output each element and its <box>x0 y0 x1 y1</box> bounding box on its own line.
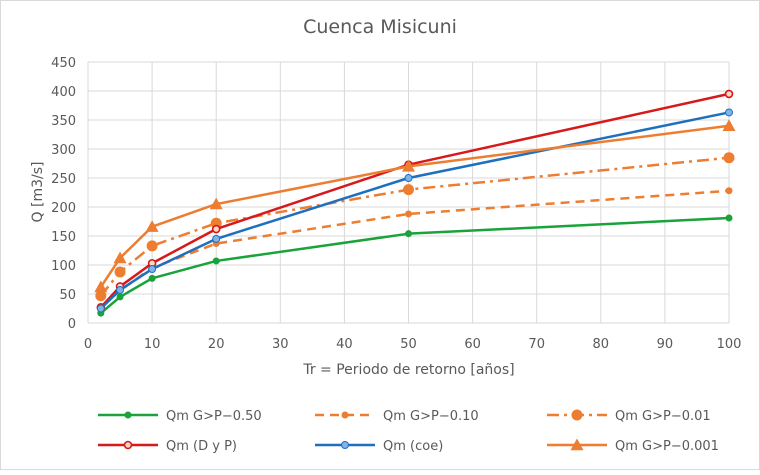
data-point-qm-g-p-0-01-2 <box>95 290 107 302</box>
data-point-qm-coe-20 <box>212 234 221 243</box>
data-point-qm-d-y-p-100 <box>724 89 734 99</box>
series-line-qm-g-p-0-50 <box>100 216 730 315</box>
series-qm-coe <box>96 108 733 313</box>
y-tick-label-50: 50 <box>59 288 76 303</box>
x-tick-label-60: 60 <box>464 337 481 352</box>
data-point-qm-d-y-p-20 <box>211 224 221 234</box>
data-point-qm-coe-10 <box>148 265 157 274</box>
y-tick-label-350: 350 <box>51 114 76 129</box>
data-point-qm-g-p-0-01-10 <box>146 240 158 252</box>
series-lines <box>94 89 736 317</box>
y-tick-label-0: 0 <box>68 317 76 332</box>
legend-item-qm-d-y-p: Qm (D y P) <box>98 439 237 454</box>
data-point-qm-coe-50 <box>404 174 413 182</box>
legend-marker-qm-d-y-p <box>123 440 133 450</box>
series-qm-g-p-0-001 <box>94 119 736 293</box>
data-point-qm-coe-2 <box>96 304 105 313</box>
x-tick-label-80: 80 <box>593 337 610 352</box>
y-tick-label-100: 100 <box>51 259 76 274</box>
x-tick-label-30: 30 <box>272 337 289 352</box>
data-point-qm-g-p-0-10-100 <box>725 187 733 195</box>
data-point-qm-g-p-0-001-5 <box>113 251 127 264</box>
legend-label-qm-d-y-p: Qm (D y P) <box>166 439 237 454</box>
tick-labels: 0 50 100 150 200 250 300 350 400 450 0 10 20 30 40 50 60… <box>51 56 741 352</box>
legend-marker-qm-coe <box>341 441 349 449</box>
legend-item-qm-coe: Qm (coe) <box>315 439 443 454</box>
data-point-qm-g-p-0-50-50 <box>405 230 412 238</box>
data-point-qm-g-p-0-001-10 <box>145 220 159 232</box>
y-tick-label-250: 250 <box>51 172 76 187</box>
x-tick-label-90: 90 <box>657 337 674 352</box>
legend-item-qm-g-p-0-001: Qm G>P−0.001 <box>547 438 719 454</box>
series-qm-g-p-0-01 <box>95 152 735 302</box>
x-tick-label-70: 70 <box>528 337 545 352</box>
y-tick-label-200: 200 <box>51 201 76 216</box>
legend-marker-qm-g-p-0-001 <box>570 438 584 451</box>
legend-item-qm-g-p-0-01: Qm G>P−0.01 <box>547 409 711 424</box>
legend-item-qm-g-p-0-50: Qm G>P−0.50 <box>98 409 262 424</box>
data-point-qm-g-p-0-50-100 <box>725 214 733 222</box>
y-axis-title: Q [m3/s] <box>30 162 46 223</box>
y-tick-label-400: 400 <box>51 85 76 100</box>
legend-label-qm-g-p-0-50: Qm G>P−0.50 <box>166 409 262 424</box>
data-point-qm-coe-100 <box>725 108 733 117</box>
data-point-qm-g-p-0-001-50 <box>402 159 415 172</box>
legend-label-qm-coe: Qm (coe) <box>383 439 443 454</box>
series-qm-g-p-0-50 <box>97 214 733 317</box>
data-point-qm-g-p-0-50-20 <box>212 257 220 265</box>
x-tick-label-100: 100 <box>717 337 742 352</box>
data-point-qm-g-p-0-01-50 <box>403 184 414 196</box>
y-tick-label-150: 150 <box>51 230 76 245</box>
data-point-qm-g-p-0-10-50 <box>405 210 412 218</box>
legend-label-qm-g-p-0-10: Qm G>P−0.10 <box>383 409 479 424</box>
data-point-qm-coe-5 <box>116 285 125 294</box>
x-tick-label-0: 0 <box>84 337 92 352</box>
legend-marker-qm-g-p-0-50 <box>124 411 132 419</box>
y-tick-label-300: 300 <box>51 143 76 158</box>
x-tick-label-50: 50 <box>400 337 417 352</box>
data-point-qm-g-p-0-01-100 <box>723 152 735 164</box>
data-point-qm-g-p-0-01-5 <box>114 266 126 278</box>
x-tick-label-10: 10 <box>144 337 161 352</box>
data-point-qm-g-p-0-001-100 <box>722 119 736 131</box>
data-point-qm-g-p-0-001-2 <box>94 280 108 293</box>
series-line-qm-coe <box>99 111 730 310</box>
legend-label-qm-g-p-0-001: Qm G>P−0.001 <box>615 439 719 454</box>
data-point-qm-g-p-0-50-10 <box>148 274 156 282</box>
legend-marker-qm-g-p-0-10 <box>341 411 349 419</box>
legend-item-qm-g-p-0-10: Qm G>P−0.10 <box>315 409 479 424</box>
x-tick-label-40: 40 <box>336 337 353 352</box>
x-tick-label-20: 20 <box>208 337 225 352</box>
y-tick-label-450: 450 <box>51 56 76 71</box>
data-point-qm-g-p-0-001-20 <box>209 197 223 210</box>
chart-title: Cuenca Misicuni <box>303 16 457 38</box>
legend-marker-qm-g-p-0-01 <box>571 409 583 421</box>
legend-label-qm-g-p-0-01: Qm G>P−0.01 <box>615 409 711 424</box>
x-axis-title: Tr = Periodo de retorno [años] <box>302 362 514 378</box>
data-point-qm-g-p-0-50-5 <box>116 293 124 301</box>
legend: Qm G>P−0.50 Qm G>P−0.10 Qm G>P−0.01 Qm (D y… <box>98 409 719 454</box>
